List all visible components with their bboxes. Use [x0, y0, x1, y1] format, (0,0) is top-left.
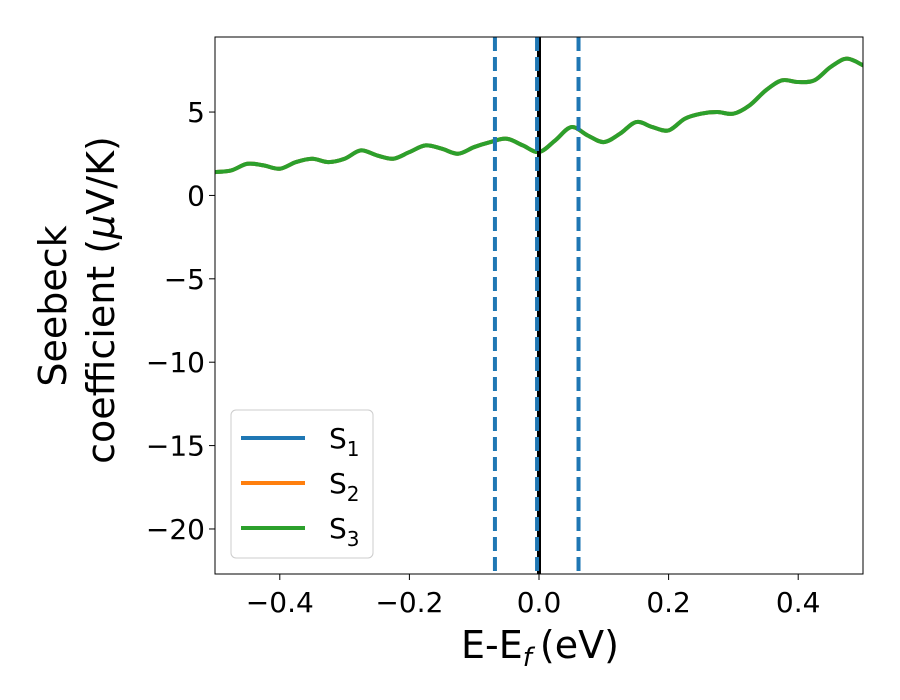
- x-axis-label: E-Ef (eV): [461, 623, 619, 673]
- x-tick-label: 0.0: [517, 586, 562, 619]
- legend-label-s2: S2: [329, 467, 360, 506]
- y-tick-label: −5: [164, 263, 205, 296]
- plot-area: [215, 37, 863, 574]
- y-tick-label: 5: [187, 96, 205, 129]
- y-tick-label: −20: [146, 513, 205, 546]
- legend-label-s1: S1: [329, 422, 360, 461]
- y-axis-label-line1: Seebeck: [31, 225, 75, 386]
- x-tick-label: 0.4: [776, 586, 821, 619]
- x-tick-label: −0.4: [246, 586, 314, 619]
- y-tick-label: 0: [187, 179, 205, 212]
- x-tick-label: −0.2: [375, 586, 443, 619]
- x-axis-ticks: −0.4 −0.2 0.0 0.2 0.4: [246, 574, 821, 619]
- y-axis-ticks: 5 0 −5 −10 −15 −20: [146, 96, 215, 546]
- plot-contents: [215, 37, 863, 574]
- x-tick-label: 0.2: [646, 586, 691, 619]
- y-tick-label: −15: [146, 430, 205, 463]
- y-tick-label: −10: [146, 346, 205, 379]
- legend-label-s3: S3: [329, 512, 360, 551]
- y-axis-label-line2: coefficient (μV/K): [79, 136, 123, 464]
- legend: S1 S2 S3: [230, 409, 374, 559]
